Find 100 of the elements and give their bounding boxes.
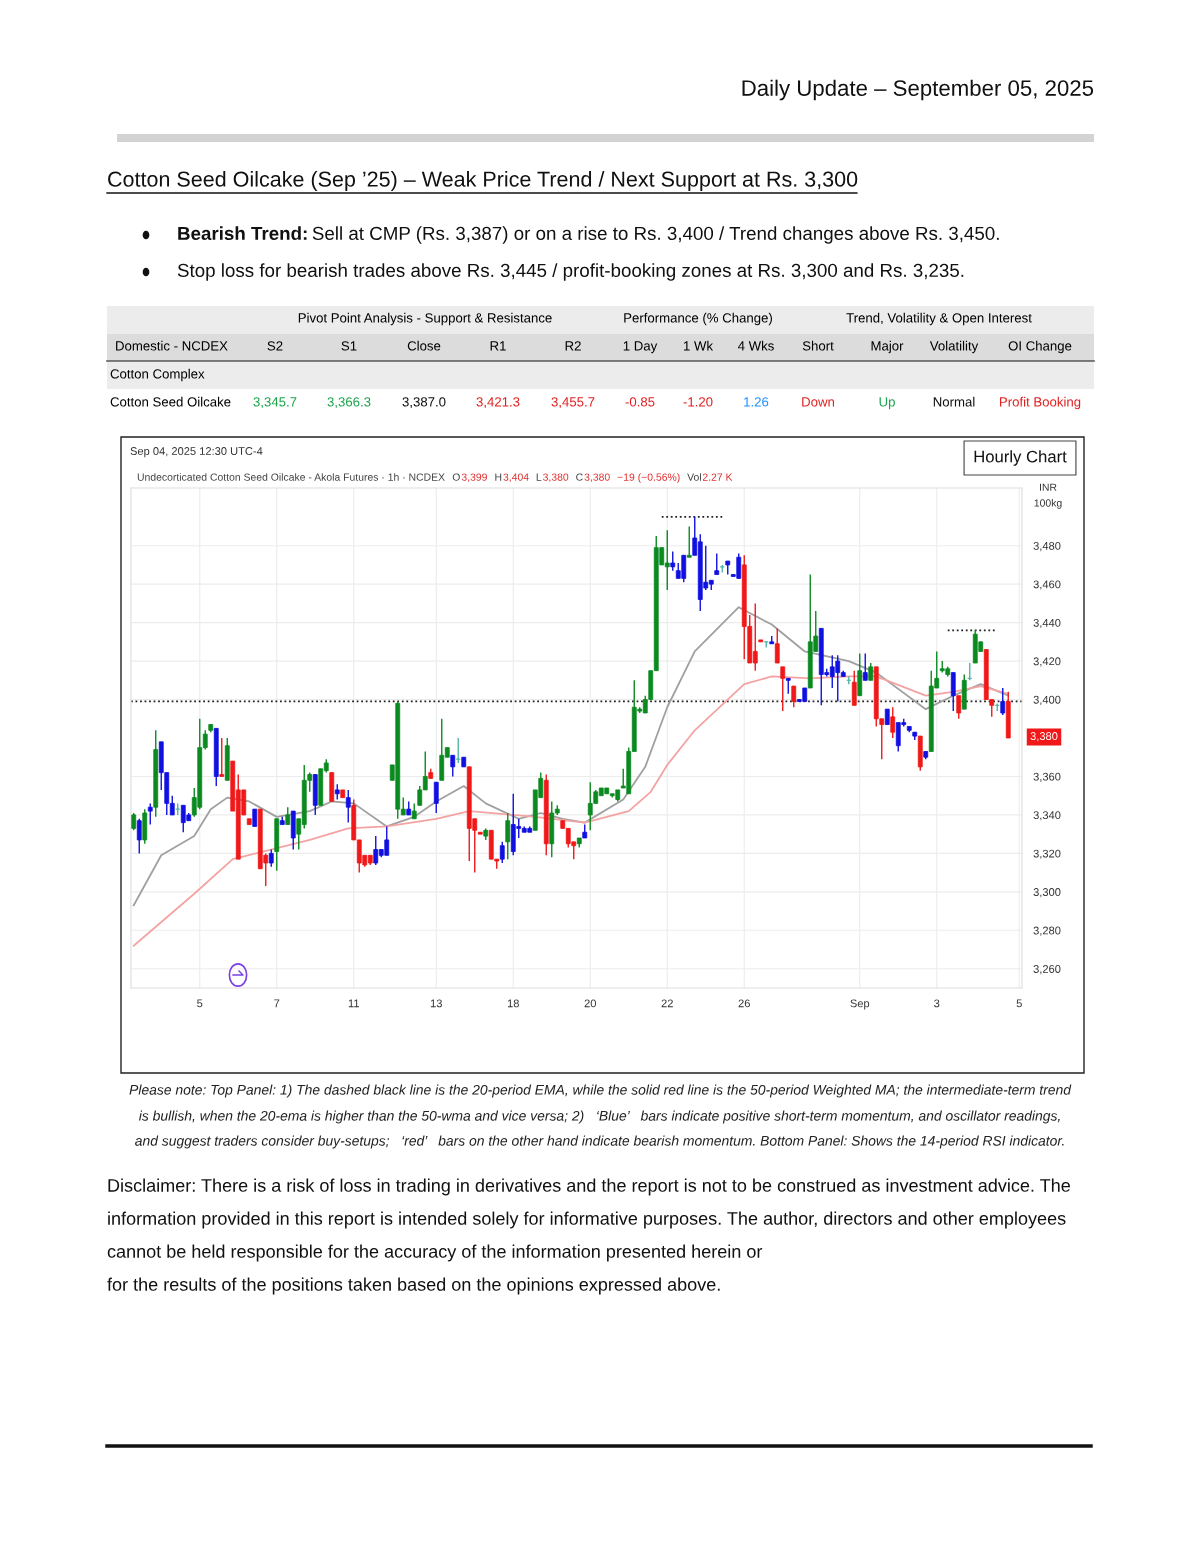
- candlestick: [851, 669, 857, 707]
- text: H: [495, 473, 502, 481]
- candlestick: [774, 627, 780, 664]
- text: 3,455.7: [551, 397, 595, 409]
- text: Sep 04, 2025 12:30 UTC-4: [130, 447, 263, 458]
- text: S1: [341, 341, 357, 351]
- y-tick-label: 3,300: [1033, 888, 1061, 898]
- text: O: [452, 473, 460, 481]
- text: Major: [871, 340, 904, 354]
- line-series: [132, 606, 1010, 907]
- text: Disclaimer: There is a risk of loss in trading in derivatives and the report is not to be construed as investment advice. The: [108, 1178, 1070, 1196]
- line-series: [132, 675, 1010, 947]
- y-tick-label: 3,460: [1033, 580, 1061, 590]
- candlestick: [791, 685, 797, 708]
- candlestick: [956, 694, 962, 720]
- text: Cotton Seed Oilcake: [110, 396, 231, 407]
- candlestick: [862, 652, 868, 682]
- text: Normal: [933, 396, 975, 407]
- text: and suggest traders consider buy-setups; ‘red’ bars on the other hand indicate bearish momentum. Bottom Panel: Shows the 14-period RSI indicator.: [135, 1135, 1064, 1149]
- candlestick: [147, 802, 153, 826]
- text: Up: [879, 397, 895, 410]
- candlestick: [890, 706, 896, 739]
- text: Please note: Top Panel: 1) The dashed black line is the 20-period EMA, while the solid red line is the 50-period Weighted MA; the intermediate-term trend: [129, 1084, 1072, 1098]
- x-tick-label: 18: [507, 999, 519, 1008]
- text: 3,387.0: [402, 397, 446, 409]
- text: C: [576, 473, 583, 481]
- text: Vol: [687, 473, 701, 481]
- x-tick-label: 26: [738, 999, 750, 1008]
- x-tick-label: 13: [430, 999, 442, 1008]
- text: 2.27 K: [702, 473, 733, 481]
- text: 3,380: [543, 473, 569, 483]
- y-tick-label: 3,400: [1033, 695, 1061, 705]
- text: is bullish, when the 20-ema is higher than the 50-wma and vice versa; 2) ‘Blue’ bars indicate positive short-term momentum, and oscillator readings,: [139, 1110, 1060, 1124]
- candlestick: [345, 789, 351, 824]
- candlestick: [1000, 687, 1006, 716]
- y-tick-label: 3,440: [1033, 618, 1061, 629]
- text: 1 Wk: [683, 340, 714, 351]
- text: 3,380: [1030, 732, 1058, 742]
- y-tick-label: 3,360: [1033, 772, 1061, 782]
- y-axis-title: INR 100kg: [1034, 483, 1062, 509]
- text: Profit Booking: [1000, 396, 1081, 410]
- x-tick-label: Sep: [850, 999, 870, 1010]
- y-tick-label: 3,320: [1033, 849, 1061, 859]
- text: Domestic - NCDEX: [116, 340, 228, 351]
- text: Bearish Trend:: [178, 226, 307, 241]
- text: Trend, Volatility & Open Interest: [846, 312, 1032, 326]
- text: -1.20: [683, 397, 713, 407]
- text: 3,421.3: [476, 397, 520, 409]
- x-tick-label: 5: [1016, 999, 1022, 1008]
- text: L: [536, 473, 542, 481]
- text: 4 Wks: [737, 340, 774, 351]
- y-tick-label: 3,280: [1033, 926, 1061, 936]
- text: Hourly Chart: [974, 450, 1067, 466]
- text: Close: [407, 340, 441, 351]
- text: Stop loss for bearish trades above Rs. 3,445 / profit-booking zones at Rs. 3,300 and Rs. 3,235.: [177, 263, 964, 281]
- y-tick-label: 3,480: [1033, 541, 1061, 552]
- text: 3,399: [461, 473, 487, 483]
- candlestick: [714, 552, 720, 576]
- candlestick: [219, 737, 225, 778]
- y-tick-label: 3,340: [1033, 811, 1061, 821]
- text: OI Change: [1008, 340, 1072, 354]
- y-tick-label: 3,420: [1033, 657, 1061, 667]
- x-tick-label: 5: [197, 999, 203, 1008]
- candlestick: [686, 525, 692, 558]
- candlestick: [950, 671, 956, 712]
- text: cannot be held responsible for the accuracy of the information presented herein or: [107, 1244, 763, 1262]
- candlestick: [433, 781, 439, 814]
- text: Cotton Complex: [110, 368, 205, 382]
- x-tick-label: 22: [661, 999, 673, 1008]
- text: 3,345.7: [253, 397, 297, 409]
- text: S2: [267, 341, 283, 351]
- x-tick-label: 11: [348, 999, 359, 1008]
- chart-subtitle: Daily Update – September 05, 2025: [742, 79, 1094, 101]
- text: information provided in this report is intended solely for informative purposes. The author, directors and other employees: [108, 1211, 1066, 1229]
- candlestick: [670, 550, 676, 572]
- candlestick: [780, 666, 786, 712]
- text: −19 (−0.56%): [617, 473, 680, 483]
- text: 3,404: [503, 473, 529, 483]
- text: Undecorticated Cotton Seed Oilcake - Akola Futures · 1h · NCDEX: [137, 473, 445, 481]
- x-tick-label: 3: [934, 999, 940, 1008]
- text: Down: [802, 397, 835, 407]
- text: 3,366.3: [327, 397, 371, 409]
- text: Short: [802, 340, 834, 351]
- chart-title: Cotton Seed Oilcake (Sep ’25) – Weak Price Trend / Next Support at Rs. 3,300: [108, 170, 858, 192]
- text: R2: [565, 341, 581, 351]
- x-tick-label: 7: [274, 999, 280, 1008]
- x-tick-label: 20: [584, 999, 596, 1008]
- text: Sell at CMP (Rs. 3,387) or on a rise to Rs. 3,400 / Trend changes above Rs. 3,450.: [312, 226, 999, 244]
- y-tick-label: 3,260: [1033, 965, 1061, 975]
- text: R1: [490, 341, 506, 351]
- text: Performance (% Change): [624, 312, 772, 326]
- text: -0.85: [625, 397, 655, 407]
- text: 1.26: [744, 397, 769, 407]
- text: Volatility: [929, 340, 979, 354]
- text: 1 Day: [623, 341, 658, 354]
- candlestick: [450, 754, 456, 778]
- text: Pivot Point Analysis - Support & Resistance: [298, 312, 552, 326]
- text: 3,380: [584, 473, 610, 483]
- text: for the results of the positions taken based on the opinions expressed above.: [107, 1277, 720, 1295]
- candlestick: [499, 841, 505, 864]
